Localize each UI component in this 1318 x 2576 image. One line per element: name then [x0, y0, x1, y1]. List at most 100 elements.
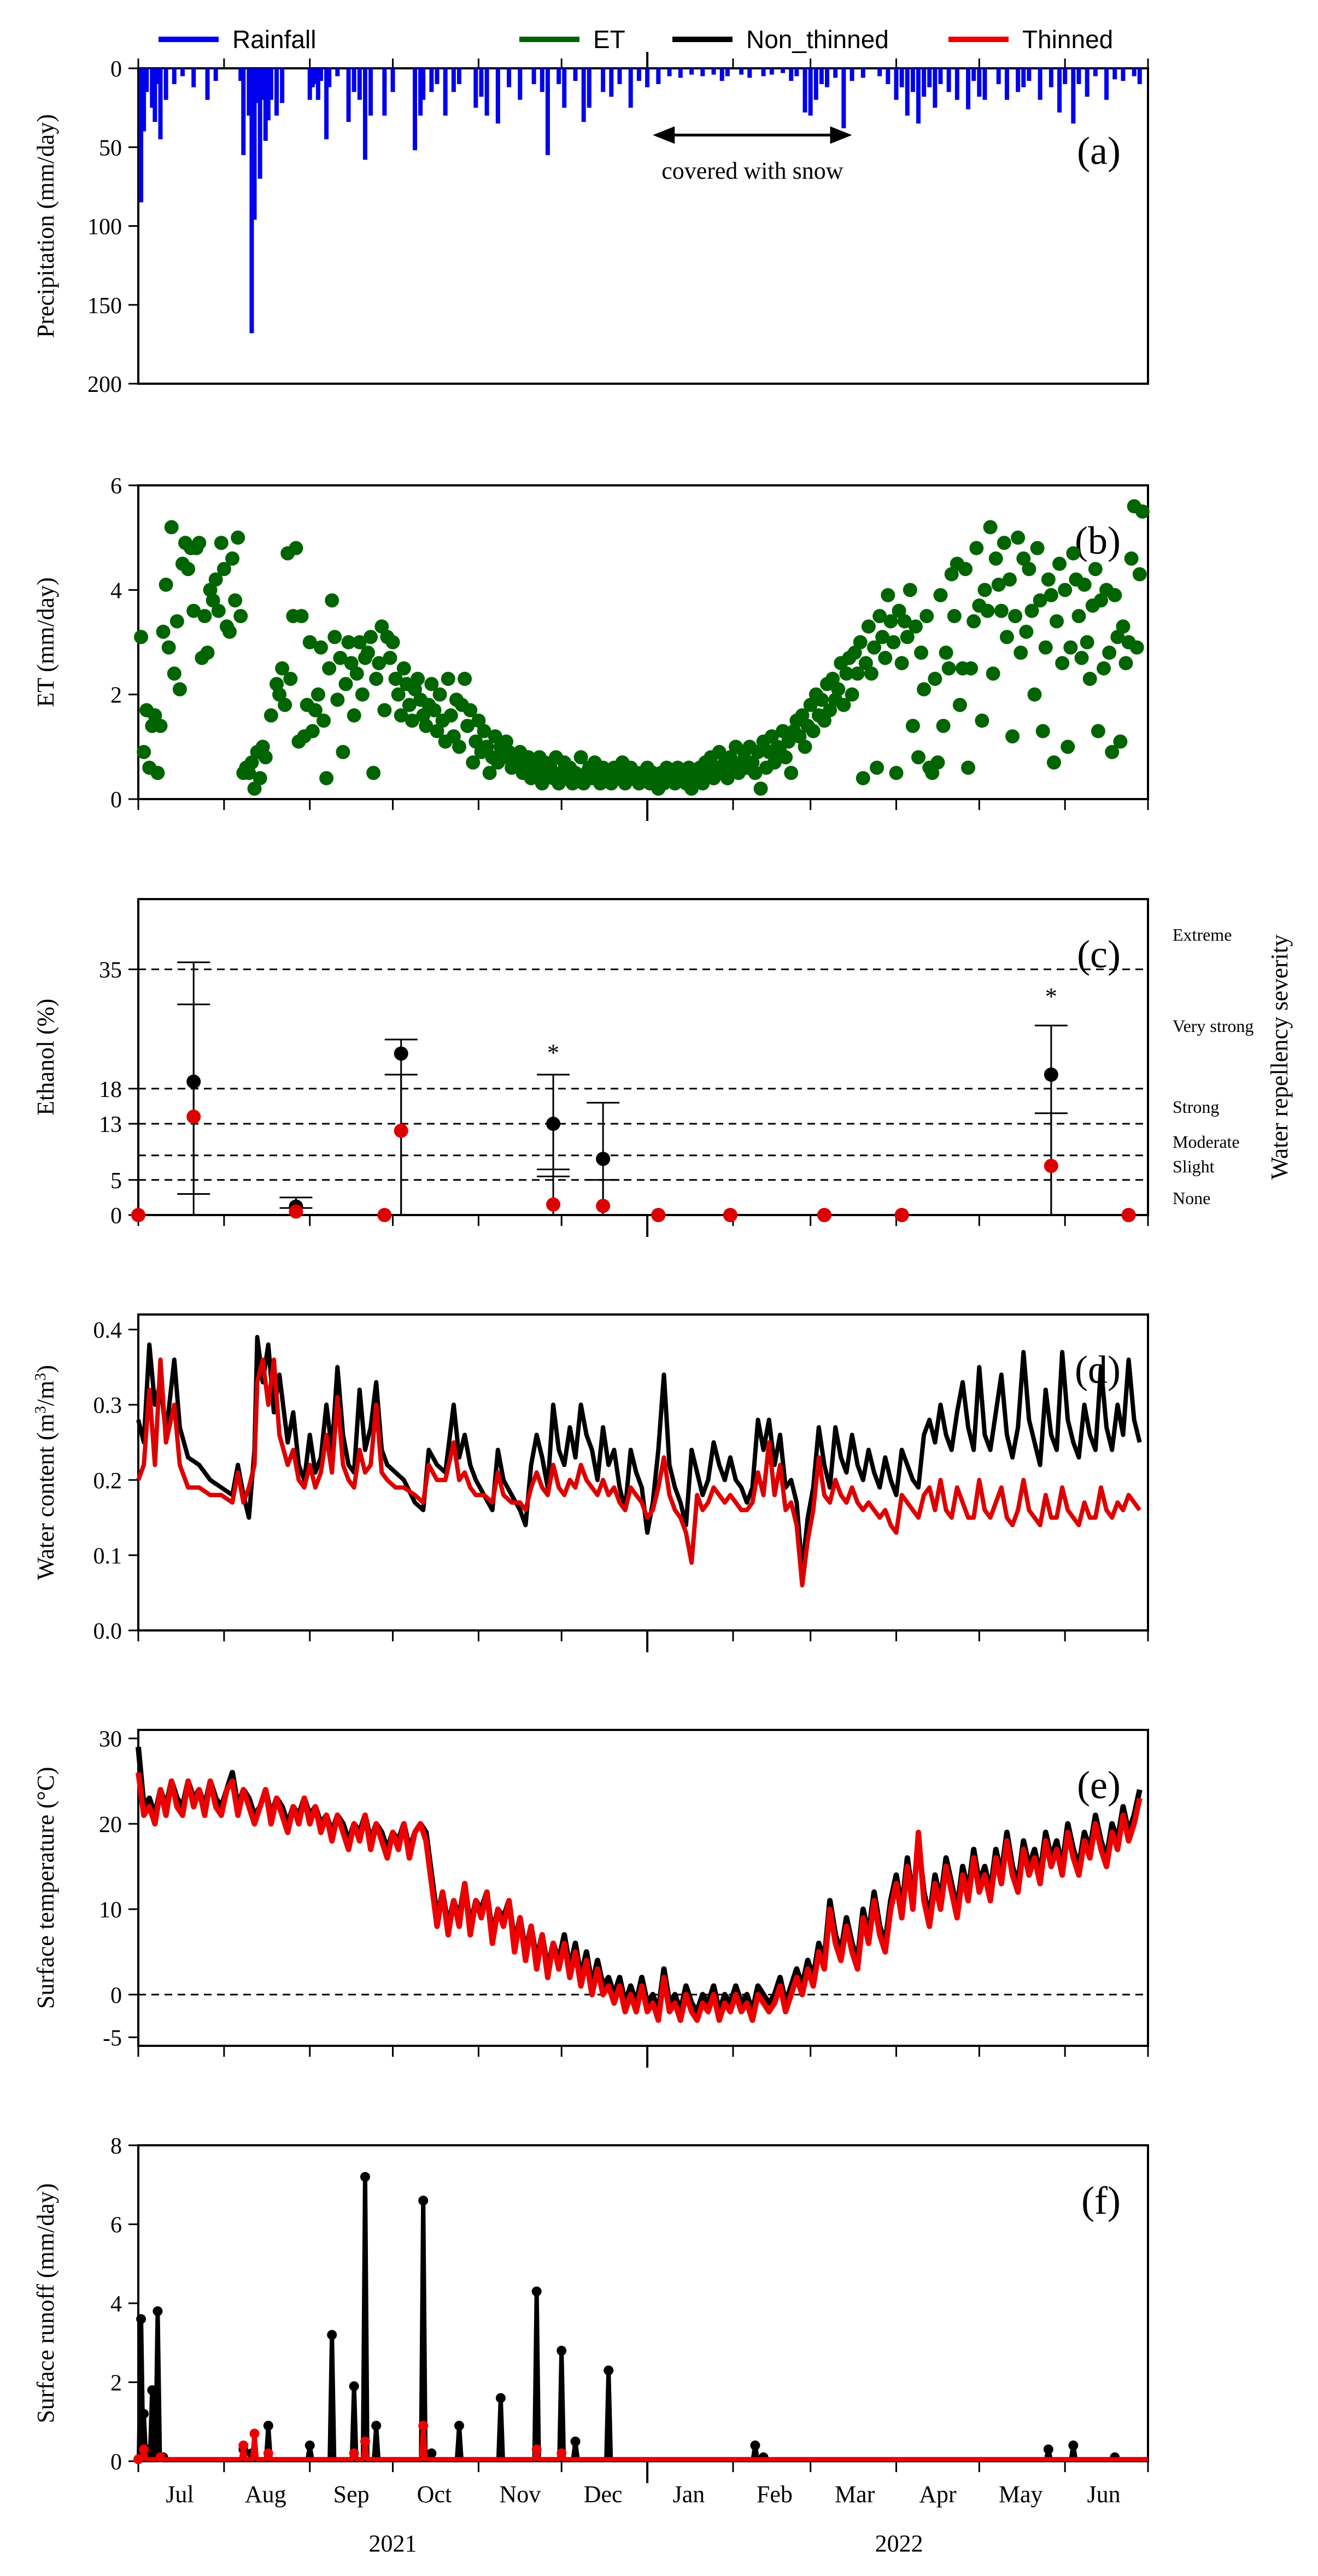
et-point [684, 781, 699, 796]
rainfall-bar [894, 68, 899, 100]
et-point [169, 614, 184, 629]
et-point [308, 703, 323, 718]
rainfall-bar [1038, 68, 1042, 100]
runoff-point-thinned [263, 2448, 273, 2458]
et-point [134, 630, 149, 644]
et-point [1132, 567, 1147, 582]
runoff-point-non_thinned [495, 2393, 506, 2403]
et-point [886, 635, 901, 649]
rainfall-bar [1104, 68, 1109, 100]
et-point [479, 740, 494, 754]
et-point [892, 603, 906, 618]
rainfall-bar [418, 68, 423, 116]
runoff-point-non_thinned [327, 2329, 337, 2340]
y-tick-label: 6 [110, 2213, 122, 2238]
et-point [847, 646, 862, 660]
legend: Rainfall ET Non_thinned Thinned [159, 25, 1113, 54]
runoff-point-non_thinned [136, 2314, 147, 2324]
ethanol-point-thinned [596, 1199, 611, 1213]
rainfall-bar [1112, 68, 1117, 80]
et-point [319, 771, 334, 785]
y-tick-label: 0 [110, 1983, 122, 2008]
et-point [817, 713, 831, 728]
et-point [751, 744, 765, 759]
et-point [1002, 572, 1017, 587]
y-tick-label: 0.3 [93, 1393, 122, 1418]
rainfall-bar [1048, 68, 1053, 87]
runoff-point-thinned [360, 2436, 370, 2446]
rainfall-bar [966, 68, 971, 110]
et-point [283, 671, 298, 686]
year-label-2022: 2022 [875, 2530, 923, 2557]
runoff-point-non_thinned [604, 2365, 614, 2375]
rainfall-bar [747, 68, 752, 78]
et-point [253, 771, 267, 785]
rainfall-bar [382, 68, 387, 116]
et-point [452, 740, 466, 754]
month-label-oct: Oct [417, 2481, 452, 2508]
ethanol-point-thinned [894, 1208, 909, 1222]
et-point [325, 593, 339, 608]
rainfall-bar [315, 68, 320, 100]
ethanol-point-thinned [651, 1208, 666, 1222]
et-point [858, 656, 873, 671]
rainfall-bar [678, 68, 683, 78]
et-point [458, 671, 472, 686]
rainfall-bar [280, 68, 285, 103]
panel-f-surface-runoff: 0 2 4 6 8 (f) Surface runoff (mm/day) [32, 2134, 1149, 2483]
et-point [305, 724, 320, 738]
et-point [233, 609, 248, 624]
et-point [427, 703, 442, 718]
et-point [333, 650, 348, 665]
et-point [767, 755, 782, 770]
month-label-nov: Nov [499, 2481, 541, 2508]
rainfall-bar [456, 68, 461, 84]
et-point [1030, 541, 1045, 555]
et-point [192, 536, 207, 550]
et-point [908, 619, 923, 634]
et-point [914, 646, 929, 660]
y-tick-label: 8 [110, 2134, 122, 2159]
rainfall-bar [247, 68, 251, 116]
rainfall-bar [725, 68, 730, 77]
rainfall-bar [324, 68, 329, 139]
et-point [208, 572, 223, 587]
et-point [1041, 572, 1056, 587]
rainfall-bar [825, 68, 830, 87]
rainfall-bar [390, 68, 395, 92]
et-point [986, 666, 1000, 681]
ethanol-point-non_thinned [186, 1074, 201, 1089]
et-point [317, 713, 331, 728]
y-tick-label: 35 [99, 958, 122, 983]
runoff-point-non_thinned [304, 2440, 315, 2451]
et-point [778, 750, 793, 765]
et-point [872, 609, 887, 624]
rainfall-bar [927, 68, 932, 87]
rainfall-bar [368, 68, 373, 116]
runoff-point-non_thinned [531, 2286, 542, 2297]
et-point [919, 609, 934, 624]
et-point [1113, 734, 1128, 749]
ethanol-point-thinned [289, 1204, 303, 1219]
series-line-thinned [136, 1772, 1143, 2023]
runoff-point-thinned [418, 2420, 429, 2431]
rainfall-bar [163, 68, 168, 100]
rainfall-bar [191, 68, 196, 87]
et-point [1105, 744, 1120, 759]
rainfall-bar [700, 68, 705, 77]
severity-label: Extreme [1173, 925, 1232, 944]
severity-label: Moderate [1173, 1132, 1240, 1152]
rainfall-bar [268, 68, 273, 100]
rainfall-bar [841, 68, 846, 128]
rainfall-bar [860, 68, 865, 78]
month-label-feb: Feb [757, 2481, 793, 2508]
et-point [216, 562, 231, 577]
runoff-point-non_thinned [1043, 2444, 1053, 2455]
series-line-thinned [136, 1357, 1142, 1588]
rainfall-bar [769, 68, 774, 75]
et-point [864, 666, 878, 681]
et-point [977, 583, 992, 597]
rainfall-bar [1016, 68, 1021, 92]
legend-label-non_thinned: Non_thinned [746, 25, 889, 54]
rainfall-bar [335, 68, 340, 77]
